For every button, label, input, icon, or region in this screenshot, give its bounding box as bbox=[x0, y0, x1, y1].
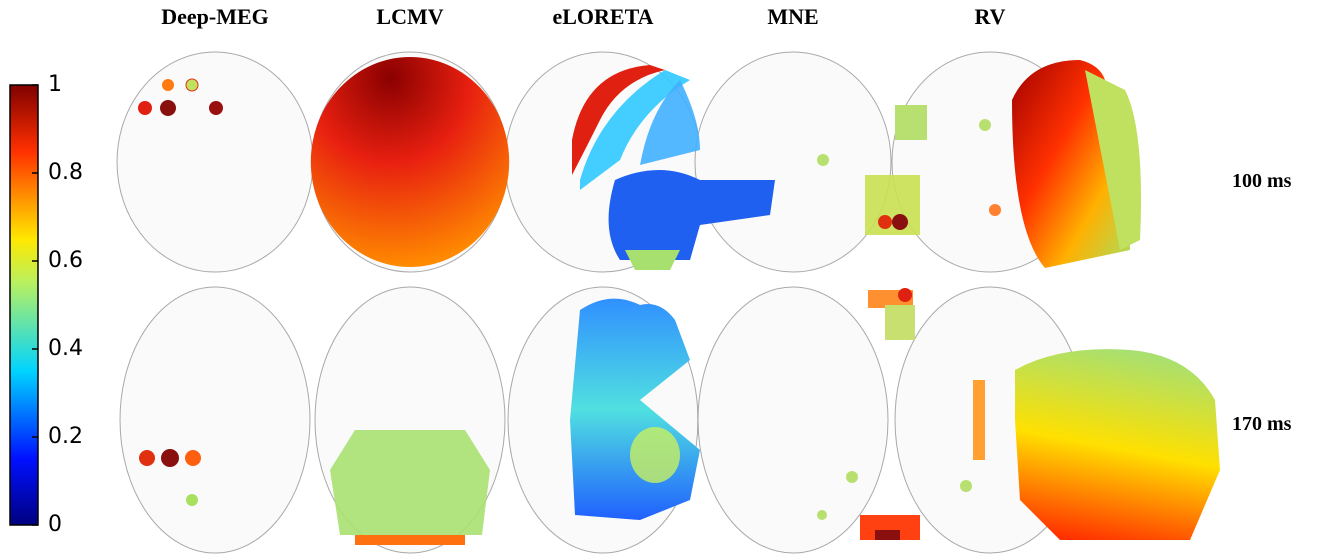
colorbar-tick-label: 0 bbox=[48, 512, 62, 537]
row-label: 170 ms bbox=[1232, 413, 1292, 435]
column-title: Deep-MEG bbox=[161, 4, 269, 29]
colorbar-tick-label: 0.4 bbox=[48, 336, 83, 361]
activation-maps bbox=[138, 57, 1220, 545]
colorbar-tick-label: 0.2 bbox=[48, 424, 83, 449]
column-title: LCMV bbox=[376, 4, 443, 29]
colorbar bbox=[9, 84, 39, 526]
colorbar-tick-label: 0.8 bbox=[48, 160, 83, 185]
colorbar-tick-label: 1 bbox=[48, 72, 62, 97]
row-label: 100 ms bbox=[1232, 170, 1292, 192]
column-title: MNE bbox=[767, 4, 818, 29]
colorbar-tick-label: 0.6 bbox=[48, 248, 83, 273]
column-title: RV bbox=[974, 4, 1005, 29]
column-title: eLORETA bbox=[552, 4, 653, 29]
